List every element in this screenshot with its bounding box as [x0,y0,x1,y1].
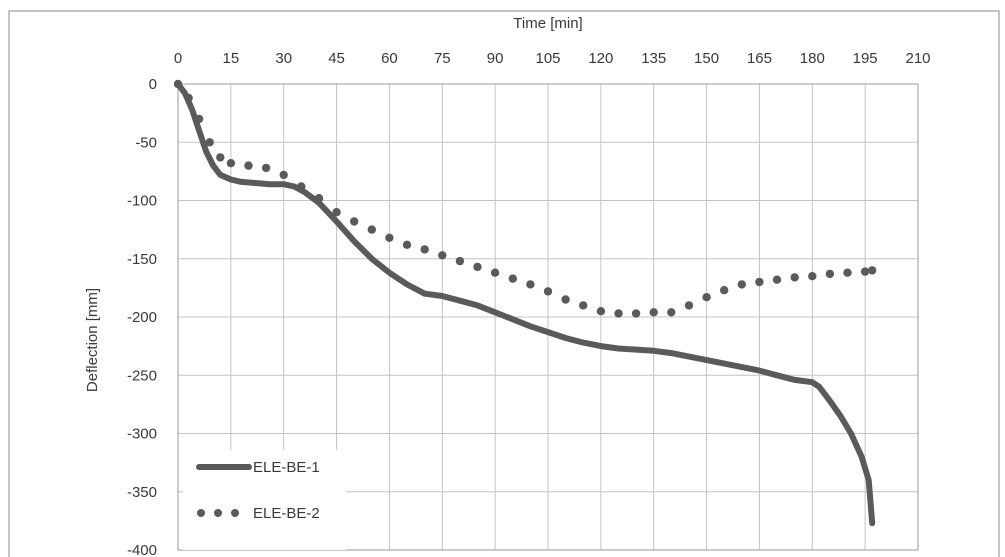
x-tick-label: 195 [853,50,878,67]
data-point [843,268,852,277]
x-tick-label: 135 [641,50,666,67]
data-point [420,245,429,254]
y-tick-label: -100 [127,193,157,210]
x-tick-labels: 0 15 30 45 60 75 90 105 120 135 150 165 180 195 210 [174,50,931,67]
x-tick-label: 150 [694,50,719,67]
data-point [561,295,570,304]
data-point [667,308,676,317]
y-tick-label: -150 [127,251,157,268]
legend-label-ele-be-1: ELE-BE-1 [253,459,320,476]
y-tick-label: -350 [127,484,157,501]
data-point [596,307,606,316]
y-axis-title: Deflection [mm] [84,288,101,392]
data-point [194,114,204,124]
y-tick-labels: 0 -50 -100 -150 -200 -250 -300 -350 -400 [127,76,157,557]
data-point [755,277,764,287]
legend-swatch-ele-be-2 [197,509,239,517]
data-point [332,208,341,217]
chart-frame [8,10,1000,557]
data-point [860,267,870,276]
data-point [385,233,394,242]
x-tick-label: 75 [434,50,451,67]
y-tick-label: -200 [127,309,157,326]
x-tick-label: 210 [905,50,930,67]
data-point [367,225,376,234]
data-point [184,93,193,103]
x-tick-label: 0 [174,50,182,67]
data-point [825,269,835,279]
data-point [279,170,288,180]
x-tick-label: 30 [275,50,292,67]
y-tick-label: -250 [127,367,157,384]
data-point [173,79,183,89]
data-point [490,268,500,277]
data-point [350,217,359,226]
x-tick-label: 165 [747,50,772,67]
data-point [684,301,694,310]
data-point [720,286,729,295]
data-point [772,275,782,284]
series-dots-ele-be-2 [173,79,877,318]
y-tick-label: -50 [135,134,157,151]
data-point [508,274,517,283]
data-point [614,309,623,318]
data-point [297,182,306,191]
data-point [579,301,588,310]
data-point [631,309,641,318]
data-point [216,153,225,162]
data-point [649,308,658,317]
data-point [702,293,711,302]
x-tick-label: 15 [223,50,240,67]
x-tick-label: 90 [487,50,504,67]
y-tick-label: 0 [149,76,157,93]
series-line-ele-be-1 [175,81,876,527]
data-point [868,266,877,275]
data-point [526,280,535,289]
x-tick-label: 45 [328,50,345,67]
data-point [438,251,447,260]
x-axis-title: Time [min] [513,15,582,32]
legend-label-ele-be-2: ELE-BE-2 [253,505,320,522]
data-point [473,262,482,272]
plot-area [177,83,919,551]
data-point [314,194,324,203]
data-point [790,273,799,282]
data-point [808,272,817,281]
data-point [737,280,746,289]
y-tick-label: -300 [127,426,157,443]
x-tick-label: 180 [800,50,825,67]
y-tick-label: -400 [127,542,157,557]
legend: ELE-BE-1 ELE-BE-2 [183,450,346,550]
data-point [226,159,236,168]
x-tick-label: 120 [588,50,613,67]
data-point [244,161,253,170]
data-point [455,256,465,266]
x-tick-label: 60 [381,50,398,67]
data-point [402,240,412,249]
x-tick-label: 105 [535,50,560,67]
data-point [543,287,553,296]
data-point [261,163,271,173]
data-point [205,138,214,147]
series-lines [173,79,877,527]
